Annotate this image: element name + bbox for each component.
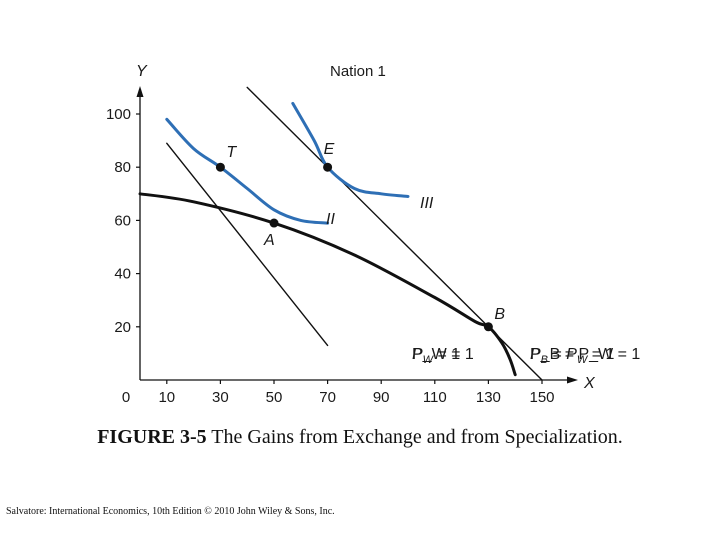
y-tick-label-40: 40 [114, 266, 131, 283]
x-tick-label-130: 130 [476, 389, 501, 406]
point-label-A: A [263, 232, 275, 249]
y-tick-label-80: 80 [114, 159, 131, 176]
y-axis-arrow [136, 86, 144, 97]
x-tick-label-150: 150 [529, 389, 554, 406]
pw-line-label: P_W = 1 PW = 1 [412, 346, 474, 366]
chart-title: Nation 1 [330, 63, 386, 80]
pb-line-label: P_B = P_W = 1 PB = PW = 1 [530, 346, 640, 366]
pb-line-label-text: P_B = P_W = 1 [530, 346, 640, 363]
pw-line-label-text: P_W = 1 [412, 346, 474, 363]
axes [136, 86, 578, 384]
y-tick-label-20: 20 [114, 319, 131, 336]
x-tick-label-50: 50 [266, 389, 283, 406]
curve-iii-label: III [420, 195, 434, 212]
series-production-frontier [138, 192, 517, 377]
pw-line-label-render: PW = 1 [412, 346, 460, 366]
point-label-E: E [324, 141, 335, 158]
curve-ii-label: II [326, 211, 335, 228]
y-tick-label-60: 60 [114, 212, 131, 229]
y-axis-label: Y [136, 63, 148, 80]
x-tick-label-10: 10 [158, 389, 175, 406]
point-label-B: B [494, 306, 505, 323]
x-axis-label: X [583, 375, 596, 392]
points-layer: T E A B [215, 141, 505, 332]
point-A [269, 218, 279, 228]
figure-caption-text: The Gains from Exchange and from Special… [206, 426, 623, 448]
point-label-T: T [226, 144, 237, 161]
series-ii [165, 117, 330, 225]
source-footer: Salvatore: International Economics, 10th… [6, 506, 335, 517]
y-ticks: 20 40 60 80 100 [106, 106, 140, 336]
x-tick-label-30: 30 [212, 389, 229, 406]
point-E [323, 162, 333, 172]
series-iii [291, 101, 410, 198]
pb-line-label-render: PB = PW = 1 [530, 346, 615, 366]
series-p-b-p-w-1 [246, 86, 543, 381]
x-tick-label-70: 70 [319, 389, 336, 406]
series-p-w-1 [166, 142, 329, 347]
figure-caption: FIGURE 3-5 The Gains from Exchange and f… [0, 426, 720, 449]
x-tick-label-110: 110 [423, 389, 447, 406]
x-tick-label-0: 0 [122, 389, 130, 406]
x-ticks: 0 10 30 50 70 90 110 130 150 [122, 380, 555, 406]
y-tick-label-100: 100 [106, 106, 131, 123]
figure-label: FIGURE 3-5 [97, 426, 207, 448]
x-axis-arrow [567, 376, 578, 384]
point-T [215, 162, 225, 172]
point-B [483, 322, 493, 332]
x-tick-label-90: 90 [373, 389, 390, 406]
series-layer [138, 86, 543, 381]
